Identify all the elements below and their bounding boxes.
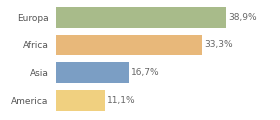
Text: 16,7%: 16,7%	[131, 68, 160, 77]
Text: 33,3%: 33,3%	[204, 41, 232, 49]
Bar	[56, 35, 202, 55]
Bar	[56, 7, 226, 28]
Bar	[56, 90, 104, 111]
Text: 38,9%: 38,9%	[228, 13, 257, 22]
Bar	[56, 62, 129, 83]
Text: 11,1%: 11,1%	[107, 96, 135, 105]
